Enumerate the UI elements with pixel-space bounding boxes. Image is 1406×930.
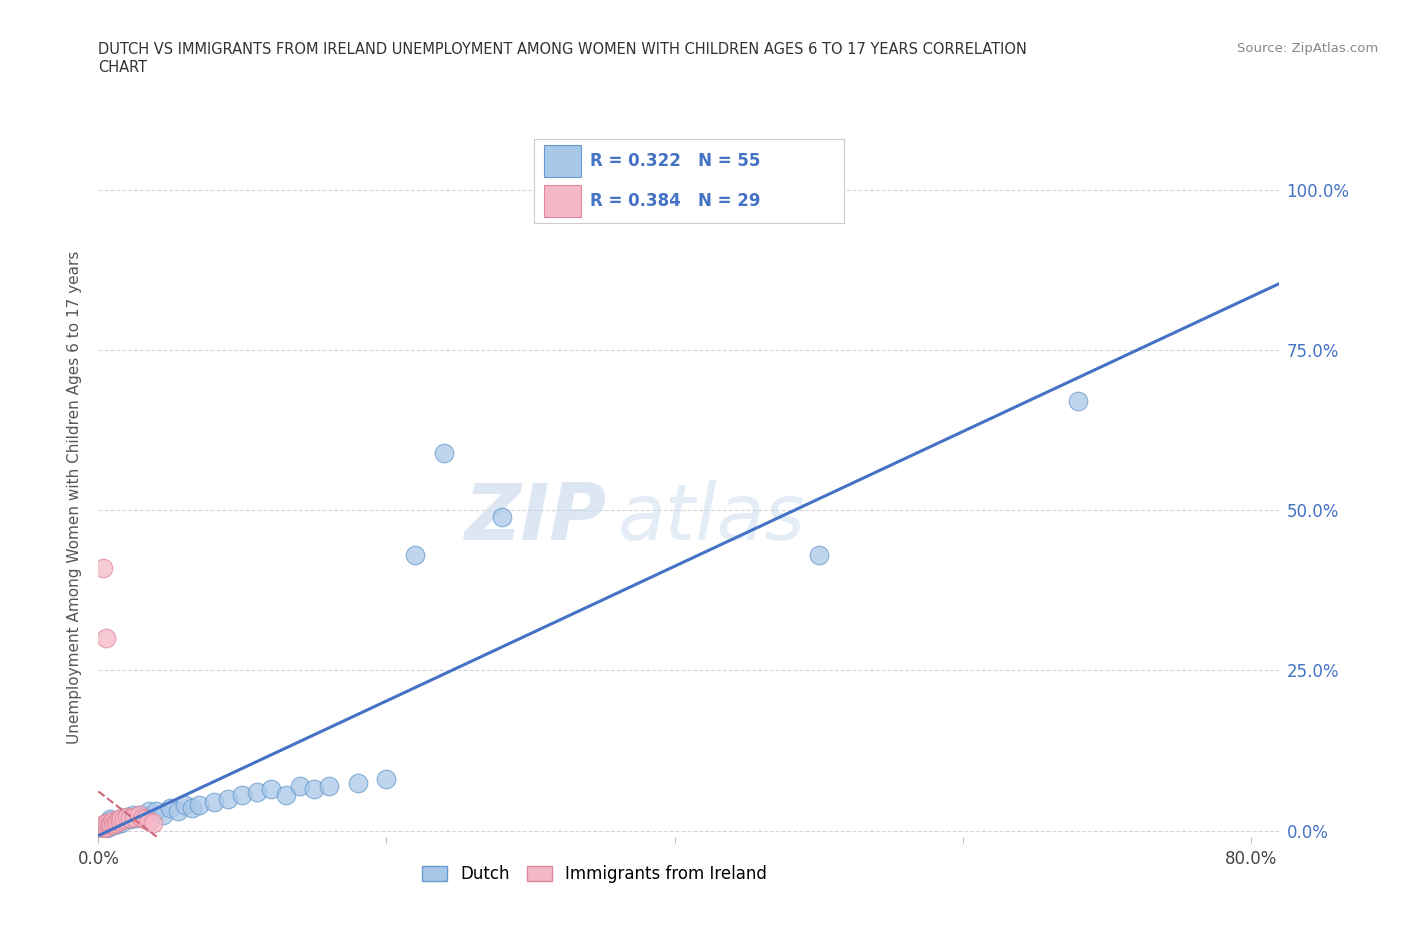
Point bbox=[90, 820, 112, 835]
Point bbox=[104, 814, 127, 829]
Point bbox=[103, 818, 125, 833]
Point bbox=[131, 807, 153, 822]
Point bbox=[96, 816, 118, 830]
Point bbox=[105, 817, 128, 831]
Point bbox=[120, 812, 142, 827]
Point bbox=[108, 814, 131, 829]
Point bbox=[375, 772, 398, 787]
Point bbox=[274, 788, 297, 803]
Point bbox=[105, 814, 128, 829]
Point bbox=[166, 804, 188, 818]
Point bbox=[110, 810, 132, 825]
Text: ZIP: ZIP bbox=[464, 480, 606, 556]
Point bbox=[91, 822, 114, 837]
Point bbox=[120, 810, 142, 825]
Point bbox=[94, 820, 117, 835]
Text: DUTCH VS IMMIGRANTS FROM IRELAND UNEMPLOYMENT AMONG WOMEN WITH CHILDREN AGES 6 T: DUTCH VS IMMIGRANTS FROM IRELAND UNEMPLO… bbox=[98, 42, 1028, 57]
Point bbox=[97, 818, 120, 833]
Point bbox=[96, 816, 118, 830]
Point bbox=[491, 510, 513, 525]
Point bbox=[89, 821, 111, 836]
Y-axis label: Unemployment Among Women with Children Ages 6 to 17 years: Unemployment Among Women with Children A… bbox=[67, 251, 83, 744]
Point bbox=[188, 798, 211, 813]
Point bbox=[404, 548, 426, 563]
Point bbox=[93, 818, 115, 833]
Point bbox=[115, 809, 138, 824]
Point bbox=[181, 801, 204, 816]
Point bbox=[304, 781, 326, 796]
Point bbox=[93, 820, 115, 835]
Point bbox=[124, 809, 146, 824]
Point bbox=[98, 817, 121, 831]
Point bbox=[260, 781, 283, 796]
Point bbox=[111, 812, 134, 827]
Point bbox=[94, 819, 117, 834]
Point bbox=[110, 816, 132, 830]
Point bbox=[104, 816, 127, 830]
Point bbox=[152, 807, 174, 822]
Point bbox=[159, 801, 181, 816]
Point bbox=[100, 817, 122, 831]
Point bbox=[145, 804, 167, 818]
Point bbox=[131, 810, 153, 825]
Point bbox=[288, 778, 311, 793]
Text: CHART: CHART bbox=[98, 60, 148, 75]
Point bbox=[217, 791, 239, 806]
Point bbox=[107, 812, 129, 827]
Point bbox=[115, 809, 138, 824]
Point bbox=[134, 812, 156, 827]
Point bbox=[246, 785, 269, 800]
Point bbox=[107, 812, 129, 827]
Point bbox=[96, 820, 118, 835]
Point bbox=[98, 812, 121, 827]
Point bbox=[142, 816, 165, 830]
FancyBboxPatch shape bbox=[544, 185, 581, 217]
Point bbox=[128, 807, 150, 822]
Point bbox=[122, 807, 145, 822]
Point bbox=[202, 794, 225, 809]
Point bbox=[89, 821, 111, 836]
Text: R = 0.384   N = 29: R = 0.384 N = 29 bbox=[591, 192, 761, 210]
Point bbox=[346, 775, 368, 790]
Point bbox=[1067, 394, 1090, 409]
Point bbox=[94, 631, 117, 646]
Point bbox=[112, 812, 135, 827]
Point bbox=[103, 817, 125, 831]
Point bbox=[100, 816, 122, 830]
Point bbox=[93, 821, 115, 836]
Point bbox=[231, 788, 253, 803]
Point bbox=[98, 818, 121, 833]
Point bbox=[91, 561, 114, 576]
Point bbox=[90, 820, 112, 835]
Point bbox=[173, 798, 195, 813]
Point bbox=[97, 814, 120, 829]
Point bbox=[807, 548, 830, 563]
FancyBboxPatch shape bbox=[544, 145, 581, 177]
Point bbox=[91, 818, 114, 833]
Point bbox=[433, 445, 456, 460]
Point bbox=[138, 814, 160, 829]
Text: R = 0.322   N = 55: R = 0.322 N = 55 bbox=[591, 152, 761, 170]
Point bbox=[101, 814, 124, 829]
Point bbox=[94, 817, 117, 831]
Text: Source: ZipAtlas.com: Source: ZipAtlas.com bbox=[1237, 42, 1378, 55]
Point bbox=[91, 818, 114, 833]
Point bbox=[318, 778, 340, 793]
Point bbox=[108, 814, 131, 829]
Point bbox=[101, 816, 124, 830]
Point bbox=[97, 819, 120, 834]
Text: atlas: atlas bbox=[619, 480, 806, 556]
Point bbox=[138, 804, 160, 818]
Point bbox=[96, 820, 118, 835]
Legend: Dutch, Immigrants from Ireland: Dutch, Immigrants from Ireland bbox=[415, 858, 773, 890]
Point bbox=[125, 810, 148, 825]
Point bbox=[112, 810, 135, 825]
Point bbox=[128, 807, 150, 822]
Point bbox=[93, 817, 115, 831]
